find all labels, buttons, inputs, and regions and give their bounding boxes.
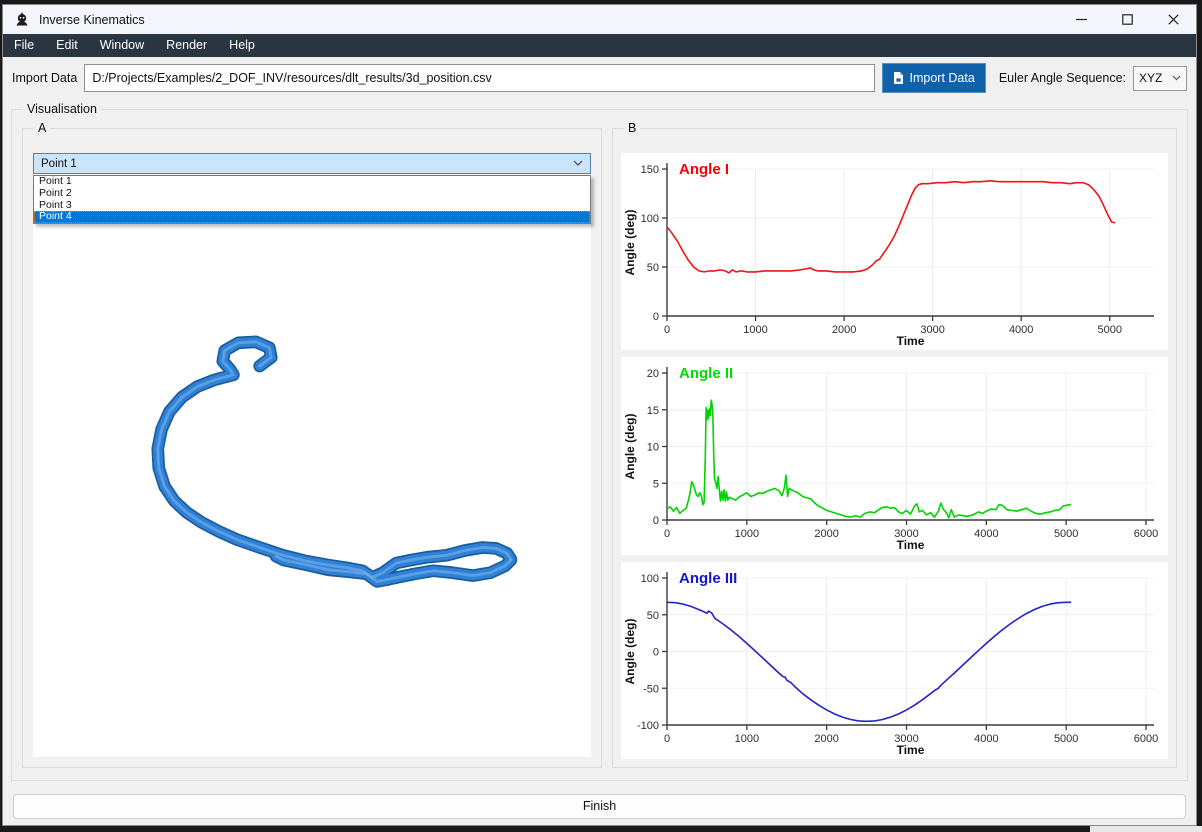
svg-text:1000: 1000 [743, 324, 767, 336]
menu-edit[interactable]: Edit [45, 34, 89, 57]
window-controls [1058, 5, 1196, 34]
svg-text:15: 15 [647, 405, 659, 417]
3d-viewport[interactable] [33, 175, 591, 757]
import-button-label: Import Data [910, 71, 975, 85]
dropdown-option-point-2[interactable]: Point 2 [34, 188, 590, 200]
visualisation-group-label: Visualisation [23, 101, 101, 117]
svg-text:Angle I: Angle I [679, 161, 729, 178]
app-window: Inverse Kinematics File Edit Window Rend… [2, 4, 1197, 826]
svg-text:20: 20 [647, 368, 659, 380]
svg-text:4000: 4000 [974, 528, 998, 540]
svg-text:-100: -100 [637, 720, 659, 732]
panel-b: B 050100150010002000300040005000TimeAngl… [612, 128, 1177, 768]
panel-a-label: A [34, 120, 50, 136]
footer-bar: Finish [3, 787, 1196, 825]
svg-text:Time: Time [897, 334, 925, 348]
svg-text:50: 50 [647, 262, 659, 274]
3d-trajectory-render [33, 175, 591, 757]
svg-text:4000: 4000 [1009, 324, 1033, 336]
euler-sequence-label: Euler Angle Sequence: [999, 71, 1126, 85]
svg-text:100: 100 [641, 573, 659, 585]
menu-bar: File Edit Window Render Help [3, 34, 1196, 57]
background-window-fragment [1090, 826, 1202, 832]
menu-window[interactable]: Window [89, 34, 155, 57]
svg-text:2000: 2000 [814, 528, 838, 540]
point-select-value: Point 1 [41, 158, 77, 170]
menu-render[interactable]: Render [155, 34, 218, 57]
svg-text:0: 0 [664, 528, 670, 540]
angle-i-chart: 050100150010002000300040005000TimeAngle … [621, 153, 1168, 350]
svg-text:2000: 2000 [814, 733, 838, 745]
chevron-down-icon [573, 160, 583, 167]
svg-text:5: 5 [653, 479, 659, 491]
svg-text:2000: 2000 [832, 324, 856, 336]
svg-text:0: 0 [653, 311, 659, 323]
svg-text:Angle (deg): Angle (deg) [623, 618, 637, 684]
visualisation-group: Visualisation A Point 1 Point 1 Point 2 … [11, 109, 1188, 781]
svg-text:0: 0 [664, 324, 670, 336]
svg-text:Angle III: Angle III [679, 570, 737, 587]
svg-text:Angle (deg): Angle (deg) [623, 414, 637, 480]
chevron-down-icon [1172, 75, 1181, 81]
svg-text:1000: 1000 [735, 733, 759, 745]
svg-text:4000: 4000 [974, 733, 998, 745]
svg-text:Angle II: Angle II [679, 365, 733, 382]
svg-text:1000: 1000 [735, 528, 759, 540]
panel-a: A Point 1 Point 1 Point 2 Point 3 Point … [22, 128, 602, 768]
point-select-combobox[interactable]: Point 1 [33, 153, 591, 174]
dropdown-option-point-4[interactable]: Point 4 [34, 211, 590, 223]
import-data-button[interactable]: Import Data [882, 63, 986, 93]
maximize-button[interactable] [1104, 5, 1150, 34]
svg-text:150: 150 [641, 164, 659, 176]
svg-text:0: 0 [664, 733, 670, 745]
svg-text:6000: 6000 [1134, 733, 1158, 745]
angle-ii-chart: 051015200100020003000400050006000TimeAng… [621, 357, 1168, 554]
import-data-label: Import Data [12, 71, 77, 85]
svg-text:100: 100 [641, 213, 659, 225]
svg-text:-50: -50 [643, 683, 659, 695]
svg-text:0: 0 [653, 646, 659, 658]
svg-text:Time: Time [897, 743, 925, 757]
svg-text:6000: 6000 [1134, 528, 1158, 540]
menu-help[interactable]: Help [218, 34, 266, 57]
import-path-input[interactable] [84, 64, 874, 92]
title-bar: Inverse Kinematics [3, 5, 1196, 34]
euler-sequence-select[interactable]: XYZ [1133, 66, 1187, 91]
svg-text:Time: Time [897, 538, 925, 552]
dropdown-option-point-1[interactable]: Point 1 [34, 176, 590, 188]
finish-button[interactable]: Finish [13, 794, 1186, 819]
svg-text:10: 10 [647, 442, 659, 454]
menu-file[interactable]: File [3, 34, 45, 57]
import-file-icon [893, 72, 904, 85]
svg-text:5000: 5000 [1054, 733, 1078, 745]
angle-iii-chart: -100-500501000100020003000400050006000Ti… [621, 562, 1168, 759]
svg-text:Angle (deg): Angle (deg) [623, 210, 637, 276]
minimize-button[interactable] [1058, 5, 1104, 34]
import-data-row: Import Data Import Data Euler Angle Sequ… [3, 57, 1196, 99]
dropdown-option-point-3[interactable]: Point 3 [34, 200, 590, 212]
svg-text:0: 0 [653, 515, 659, 527]
svg-text:5000: 5000 [1054, 528, 1078, 540]
svg-text:5000: 5000 [1097, 324, 1121, 336]
euler-sequence-value: XYZ [1139, 71, 1162, 85]
close-button[interactable] [1150, 5, 1196, 34]
window-title: Inverse Kinematics [39, 13, 145, 27]
app-robot-icon [13, 11, 31, 29]
panel-b-label: B [624, 120, 640, 136]
svg-text:50: 50 [647, 609, 659, 621]
point-dropdown-list: Point 1 Point 2 Point 3 Point 4 [33, 175, 591, 224]
